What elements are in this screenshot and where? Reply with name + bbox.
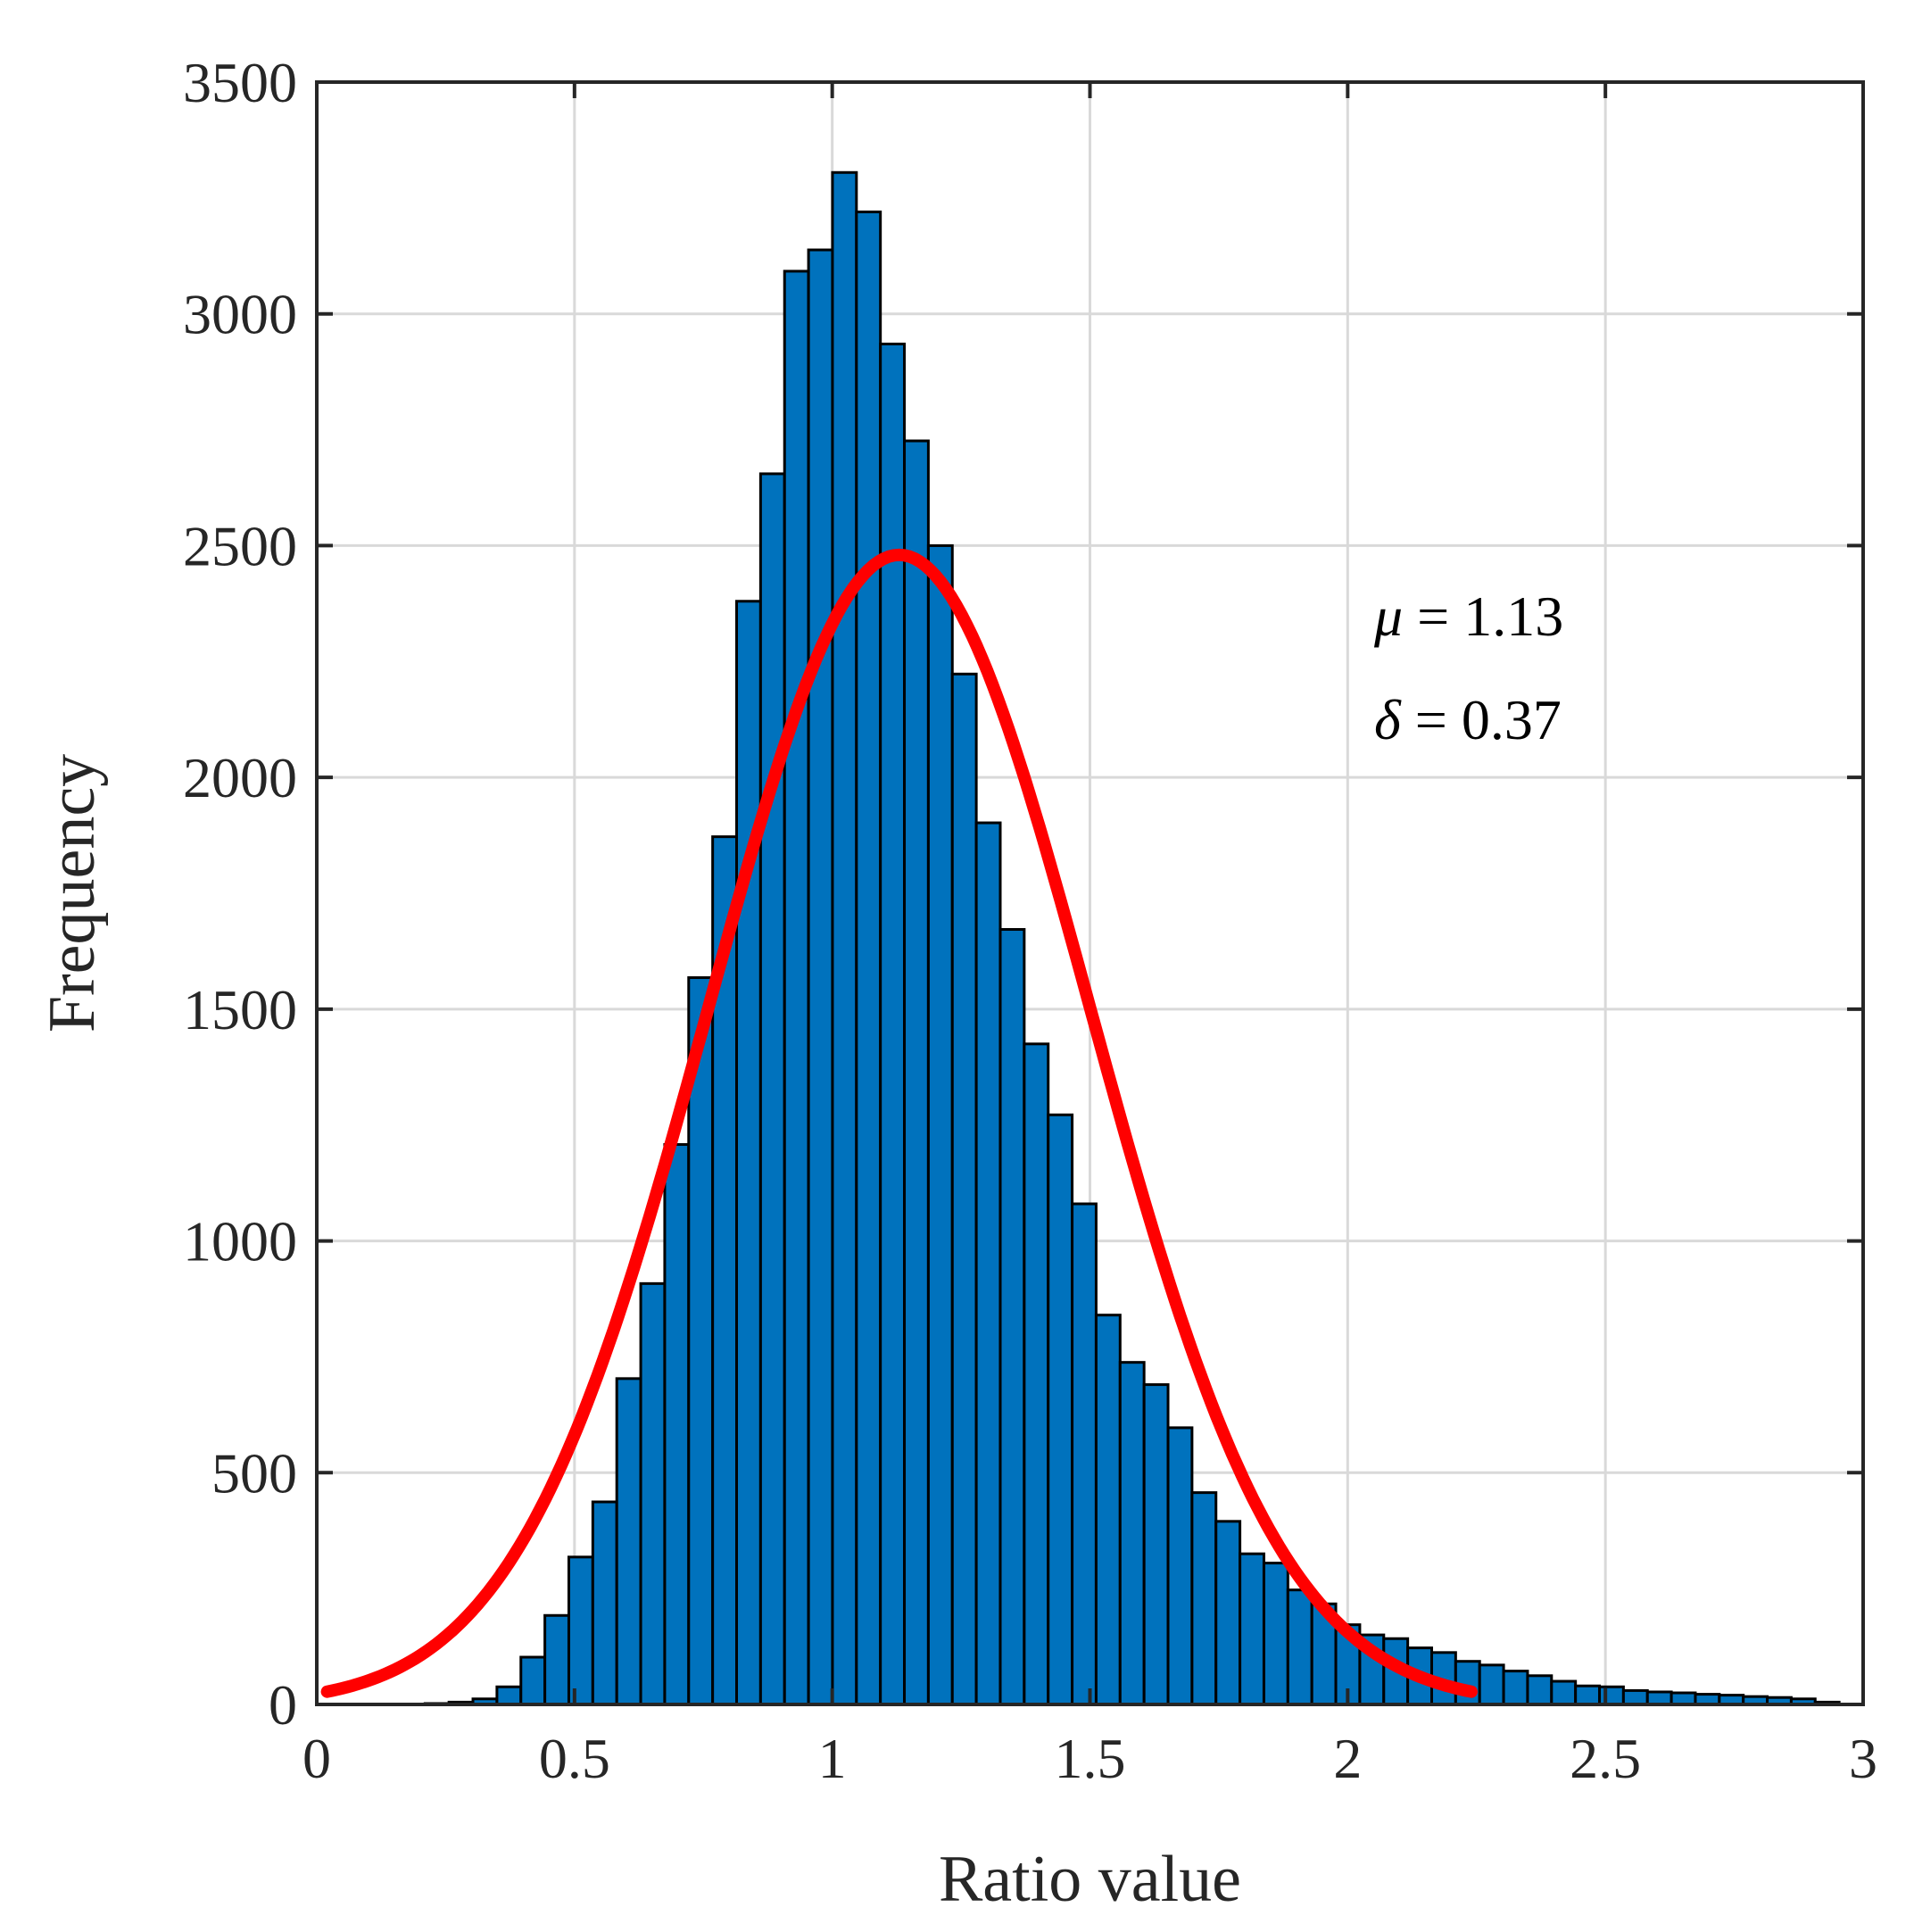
x-tick-label-2: 1 [818,1727,847,1790]
histogram-bar-36 [1286,1588,1313,1706]
x-tick-label-3: 1.5 [1055,1727,1126,1790]
histogram-bar-18 [855,210,882,1706]
histogram-bar-50 [1621,1688,1649,1706]
x-tick-label-0: 0 [302,1727,331,1790]
histogram-bar-4 [519,1655,547,1706]
histogram-bar-10 [663,1143,691,1706]
y-tick-label-0: 0 [269,1673,297,1737]
histogram-bar-5 [543,1613,570,1706]
x-tick-label-5: 2.5 [1570,1727,1641,1790]
delta-symbol: δ [1374,688,1402,751]
histogram-bar-34 [1239,1552,1265,1706]
histogram-bar-45 [1502,1670,1529,1706]
histogram-bar-44 [1478,1663,1505,1706]
histogram-bar-28 [1094,1314,1122,1706]
y-tick-label-7: 3500 [183,51,297,114]
histogram-bar-23 [974,821,1002,1706]
histogram-bar-25 [1023,1042,1050,1706]
mean-value: = 1.13 [1403,585,1563,648]
histogram-bar-6 [567,1555,594,1706]
histogram-bar-26 [1047,1113,1074,1706]
y-axis-label: Frequency [36,754,109,1032]
histogram-bar-8 [615,1377,642,1706]
histogram-bar-17 [831,170,858,1706]
tick-labels: 0 0.5 1 1.5 2 2.5 3 0 500 1000 1500 2000 2500 3000 350… [183,51,1877,1790]
histogram-bar-15 [783,269,810,1706]
histogram-bar-48 [1574,1684,1602,1706]
histogram-bar-49 [1598,1685,1625,1706]
histogram-bar-7 [591,1500,618,1706]
histogram-bar-32 [1190,1491,1218,1706]
std-annotation: δ = 0.37 [1374,688,1562,751]
axis-ticks [315,80,1865,1706]
histogram-bar-47 [1550,1679,1578,1706]
histogram-bar-22 [950,672,978,1706]
x-axis-label: Ratio value [939,1843,1241,1916]
y-tick-label-4: 2000 [183,746,297,809]
mean-annotation: μ = 1.13 [1373,585,1563,648]
histogram-bar-51 [1645,1690,1673,1706]
histogram-bar-31 [1166,1426,1194,1706]
histogram-bar-27 [1071,1202,1098,1706]
x-tick-label-6: 3 [1849,1727,1877,1790]
histogram-bar-19 [879,342,907,1706]
std-value: = 0.37 [1401,688,1562,751]
histogram-bars [423,170,1841,1706]
histogram-bar-20 [903,439,930,1706]
histogram-bar-30 [1142,1383,1170,1706]
histogram-bar-33 [1214,1520,1242,1706]
histogram-bar-14 [758,472,786,1706]
histogram-bar-16 [807,248,834,1706]
mu-symbol: μ [1373,585,1403,648]
histogram-bar-13 [735,600,762,1706]
y-tick-label-6: 3000 [183,283,297,346]
y-tick-label-3: 1500 [183,978,297,1041]
histogram-bar-24 [998,928,1026,1706]
normal-fit-curve [320,548,1478,1698]
histogram-bar-9 [639,1281,667,1706]
histogram-bar-29 [1118,1361,1146,1706]
histogram-bar-46 [1526,1674,1554,1706]
x-tick-label-1: 0.5 [539,1727,610,1790]
y-tick-label-5: 2500 [183,514,297,577]
grid-lines [315,80,1865,1706]
y-tick-label-1: 500 [211,1441,297,1505]
x-tick-label-4: 2 [1333,1727,1362,1790]
histogram-bar-35 [1262,1562,1289,1706]
y-tick-label-2: 1000 [183,1210,297,1273]
histogram-bar-21 [926,543,954,1706]
histogram-bar-3 [495,1685,523,1706]
